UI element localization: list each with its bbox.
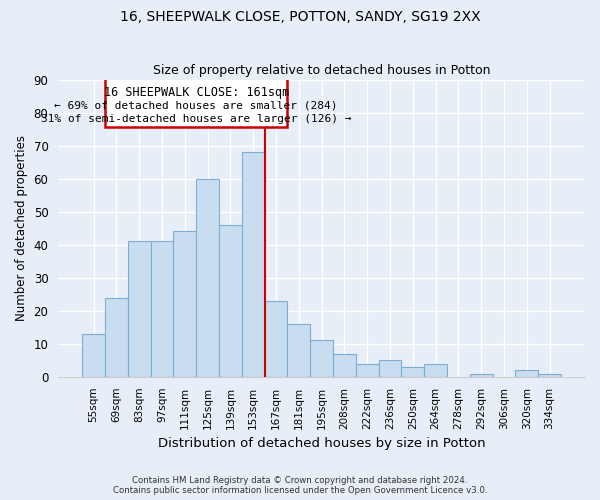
Bar xyxy=(356,364,379,377)
Bar xyxy=(219,225,242,377)
Bar xyxy=(538,374,561,377)
Bar xyxy=(470,374,493,377)
Bar xyxy=(265,301,287,377)
Bar xyxy=(106,78,287,128)
Text: 16, SHEEPWALK CLOSE, POTTON, SANDY, SG19 2XX: 16, SHEEPWALK CLOSE, POTTON, SANDY, SG19… xyxy=(119,10,481,24)
Bar xyxy=(128,242,151,377)
Text: ← 69% of detached houses are smaller (284): ← 69% of detached houses are smaller (28… xyxy=(55,100,338,110)
Bar xyxy=(173,232,196,377)
Text: 16 SHEEPWALK CLOSE: 161sqm: 16 SHEEPWALK CLOSE: 161sqm xyxy=(104,86,289,98)
Bar xyxy=(82,334,105,377)
Bar xyxy=(196,178,219,377)
Bar xyxy=(242,152,265,377)
Bar xyxy=(105,298,128,377)
Bar xyxy=(379,360,401,377)
Bar xyxy=(151,242,173,377)
Bar xyxy=(515,370,538,377)
Y-axis label: Number of detached properties: Number of detached properties xyxy=(15,135,28,321)
Title: Size of property relative to detached houses in Potton: Size of property relative to detached ho… xyxy=(153,64,490,77)
Bar xyxy=(333,354,356,377)
Text: 31% of semi-detached houses are larger (126) →: 31% of semi-detached houses are larger (… xyxy=(41,114,352,124)
Text: Contains HM Land Registry data © Crown copyright and database right 2024.
Contai: Contains HM Land Registry data © Crown c… xyxy=(113,476,487,495)
Bar xyxy=(401,367,424,377)
X-axis label: Distribution of detached houses by size in Potton: Distribution of detached houses by size … xyxy=(158,437,485,450)
Bar xyxy=(424,364,447,377)
Bar xyxy=(287,324,310,377)
Bar xyxy=(310,340,333,377)
